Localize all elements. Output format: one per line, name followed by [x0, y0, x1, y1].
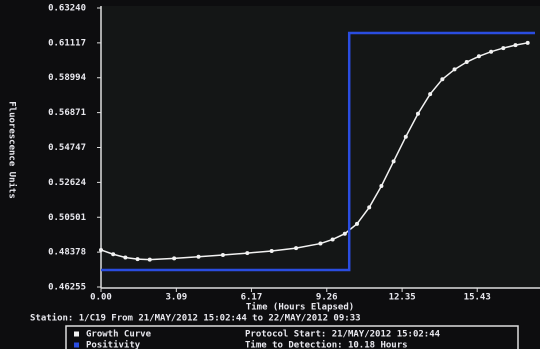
data-point [489, 50, 493, 54]
y-tick-label: 0.48378 [48, 248, 86, 258]
y-axis-label: Fluorescence Units [7, 101, 18, 199]
data-point [136, 257, 140, 261]
data-point [392, 159, 396, 163]
data-point [318, 242, 322, 246]
data-point [221, 253, 225, 257]
y-tick-label: 0.46255 [48, 283, 86, 293]
y-tick-label: 0.50501 [48, 213, 86, 223]
data-point [148, 258, 152, 262]
data-point [453, 67, 457, 71]
page: {"chart_data": {"type": "line", "y_label… [0, 0, 540, 349]
x-tick-label: 6.17 [241, 293, 263, 303]
legend-label: Positivity [86, 340, 141, 349]
y-tick-label: 0.63240 [48, 4, 86, 14]
y-tick-label: 0.54747 [48, 143, 86, 153]
data-point [440, 77, 444, 81]
data-point [501, 46, 505, 50]
data-point [404, 135, 408, 139]
data-point [245, 251, 249, 255]
x-tick-label: 3.09 [165, 293, 187, 303]
y-tick-label: 0.52624 [48, 178, 87, 188]
data-point [111, 252, 115, 256]
info-text: Protocol Start: 21/MAY/2012 15:02:44 [245, 330, 441, 340]
y-tick-label: 0.56871 [48, 108, 86, 118]
info-text: Time to Detection: 10.18 Hours [245, 340, 408, 349]
x-tick-label: 9.26 [316, 293, 338, 303]
data-point [270, 249, 274, 253]
y-tick-label: 0.58994 [48, 73, 87, 83]
data-point [343, 232, 347, 236]
legend-label: Growth Curve [86, 330, 152, 340]
data-point [355, 222, 359, 226]
data-point [477, 54, 481, 58]
data-point [331, 237, 335, 241]
data-point [428, 92, 432, 96]
data-point [172, 256, 176, 260]
data-point [197, 255, 201, 259]
data-point [294, 246, 298, 250]
plot-area [101, 6, 540, 288]
legend-swatch [74, 332, 79, 337]
data-point [123, 256, 127, 260]
x-tick-label: 12.35 [389, 293, 416, 303]
x-tick-label: 0.00 [90, 293, 112, 303]
data-point [99, 248, 103, 252]
footer: Station: 1/C19 From 21/MAY/2012 15:02:44… [30, 313, 361, 324]
data-point [513, 43, 517, 47]
legend-swatch [74, 343, 79, 348]
x-tick-label: 15.43 [464, 293, 491, 303]
data-point [526, 41, 530, 45]
data-point [367, 205, 371, 209]
data-point [416, 112, 420, 116]
x-axis-label: Time (Hours Elapsed) [246, 302, 354, 313]
y-tick-label: 0.61117 [48, 38, 86, 48]
data-point [379, 184, 383, 188]
chart: Fluorescence Units Time (Hours Elapsed) … [0, 0, 540, 349]
data-point [465, 60, 469, 64]
